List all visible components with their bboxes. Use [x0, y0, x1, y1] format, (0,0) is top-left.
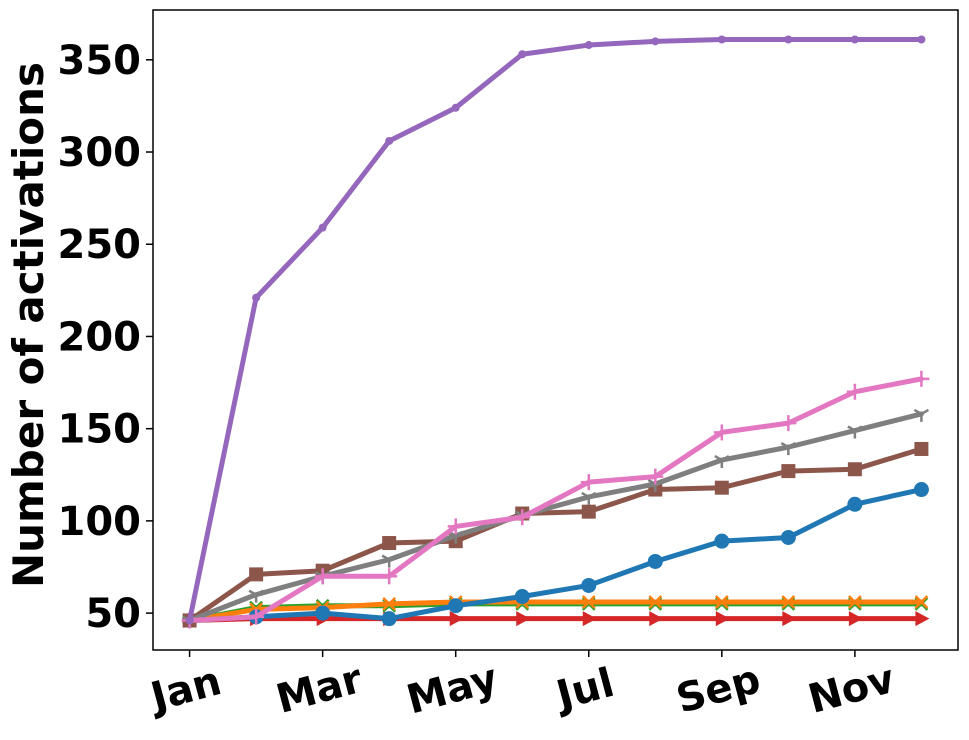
data-point [581, 577, 597, 593]
y-tick-label: 350 [58, 38, 142, 84]
data-point [647, 553, 663, 569]
data-point [780, 415, 797, 432]
data-point [381, 554, 397, 568]
data-point [385, 136, 394, 145]
series-line [187, 376, 924, 623]
data-point [516, 611, 531, 627]
data-point [847, 462, 862, 477]
x-tick-label: Jul [549, 660, 619, 720]
data-point [781, 595, 796, 609]
data-point [518, 50, 527, 59]
data-point [847, 425, 863, 439]
y-tick-label: 200 [58, 314, 142, 360]
x-tick-label: Sep [672, 656, 766, 722]
y-tick-label: 150 [58, 407, 142, 453]
data-point [913, 408, 930, 422]
series-line [187, 487, 924, 623]
series-line [187, 599, 924, 623]
data-point [381, 611, 397, 627]
y-tick-label: 300 [58, 130, 142, 176]
data-point [913, 370, 930, 387]
data-point [381, 568, 398, 585]
data-point [649, 611, 664, 627]
data-point [714, 533, 730, 549]
y-tick-label: 100 [58, 499, 142, 545]
data-point [780, 529, 796, 545]
data-point [447, 518, 464, 535]
x-tick-label: Jan [143, 658, 226, 721]
data-point [318, 223, 327, 232]
data-point [581, 595, 596, 609]
data-point [915, 611, 930, 627]
series-7 [183, 611, 930, 628]
y-tick-label: 50 [85, 591, 141, 637]
x-tick-label: Nov [804, 656, 900, 723]
x-axis: Jan Mar May Jul Sep Nov [143, 650, 900, 724]
data-point [651, 37, 660, 46]
series-line [187, 411, 924, 623]
data-point [850, 35, 859, 44]
series-5 [182, 595, 929, 628]
data-point [714, 480, 729, 495]
data-point [847, 496, 863, 512]
data-point [913, 482, 929, 498]
data-point [581, 504, 596, 519]
series-line [187, 37, 924, 623]
data-point [249, 567, 264, 582]
data-point [914, 441, 929, 456]
data-point [780, 442, 796, 456]
y-tick-label: 250 [58, 222, 142, 268]
x-tick-label: May [402, 655, 502, 723]
data-point [314, 568, 331, 585]
data-point [449, 611, 464, 627]
data-point [248, 589, 264, 603]
data-point [914, 595, 929, 609]
data-point [781, 464, 796, 479]
data-point [514, 589, 530, 605]
data-point [715, 611, 730, 627]
data-point [581, 491, 597, 505]
data-point [846, 383, 863, 400]
data-point [514, 509, 531, 526]
y-axis-title: Number of activations [4, 62, 53, 588]
data-point [584, 41, 593, 50]
series-0 [185, 35, 926, 625]
data-point [917, 35, 926, 44]
plot-frame [152, 9, 959, 651]
data-point [784, 35, 793, 44]
y-axis: 50 100 150 200 250 300 350 [58, 38, 153, 637]
series-4 [182, 482, 929, 628]
data-point [582, 611, 597, 627]
data-point [382, 597, 397, 611]
data-point [847, 595, 862, 609]
data-point [451, 103, 460, 112]
data-point [647, 468, 664, 485]
data-point [580, 474, 597, 491]
series-line [187, 616, 924, 623]
data-point [713, 424, 730, 441]
data-point [717, 35, 726, 44]
series-line [187, 446, 924, 623]
data-point [315, 605, 331, 621]
data-point [714, 454, 730, 469]
data-point [248, 608, 265, 625]
data-point [382, 536, 397, 551]
data-point [448, 598, 464, 614]
data-point [782, 611, 797, 627]
data-point [648, 595, 663, 609]
x-tick-label: Mar [272, 656, 368, 723]
data-point [714, 595, 729, 609]
data-point [185, 616, 194, 625]
series-layer [181, 35, 930, 629]
data-point [848, 611, 863, 627]
data-point [252, 293, 261, 302]
